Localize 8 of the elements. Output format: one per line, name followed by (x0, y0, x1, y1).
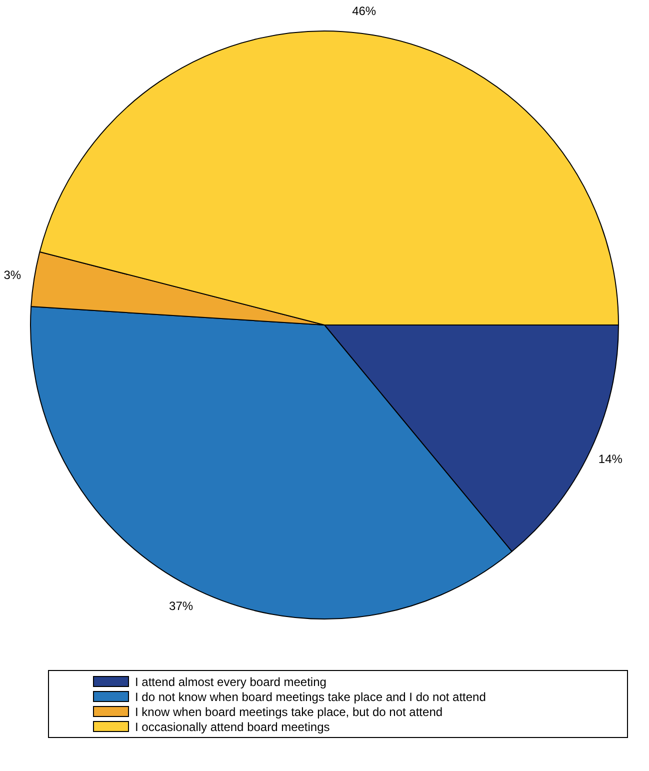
data-label: 3% (4, 268, 22, 282)
data-label: 46% (352, 4, 376, 18)
legend-label: I attend almost every board meeting (135, 674, 326, 688)
legend-label: I occasionally attend board meetings (135, 720, 330, 734)
data-label: 14% (598, 452, 623, 466)
legend-label: I know when board meetings take place, but do not attend (135, 704, 443, 718)
legend-label: I do not know when board meetings take place and I do not attend (135, 690, 486, 704)
data-label: 37% (169, 598, 194, 613)
